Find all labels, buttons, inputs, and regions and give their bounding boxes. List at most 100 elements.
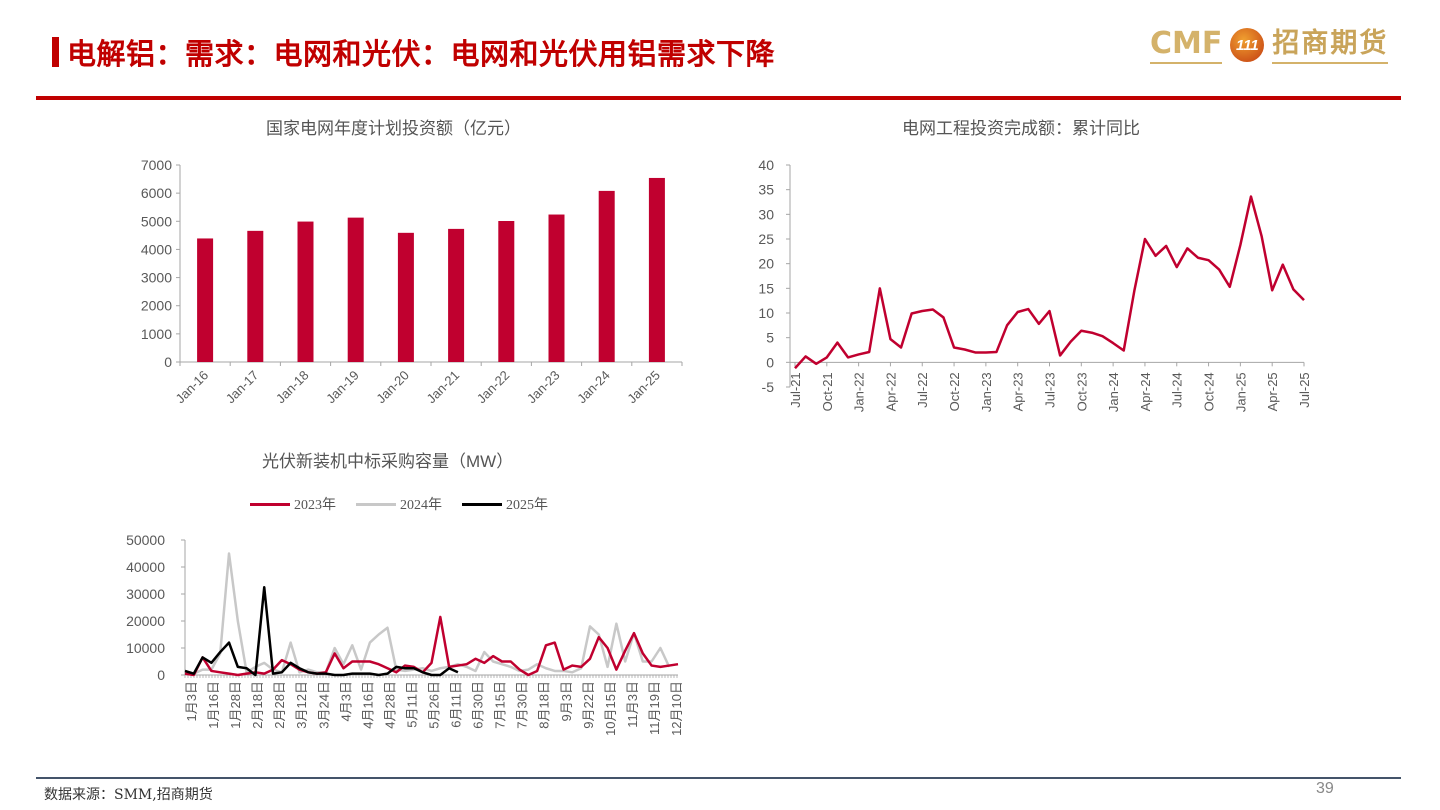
legend-item-2025: 2025年 [462, 494, 548, 514]
footer-divider [36, 777, 1401, 779]
svg-text:5: 5 [766, 330, 774, 346]
legend-label-2023: 2023年 [294, 498, 336, 513]
svg-text:9月22日: 9月22日 [581, 681, 596, 729]
svg-text:2月28日: 2月28日 [272, 681, 287, 729]
svg-text:5000: 5000 [141, 213, 172, 229]
legend-swatch-2025 [462, 502, 502, 506]
svg-text:-5: -5 [762, 379, 775, 395]
bar-chart-title: 国家电网年度计划投资额（亿元） [266, 119, 521, 138]
bar [347, 217, 364, 362]
svg-text:0: 0 [766, 354, 774, 370]
line-chart-title: 电网工程投资完成额：累计同比 [902, 119, 1140, 138]
svg-text:0: 0 [157, 667, 165, 683]
svg-text:9月3日: 9月3日 [559, 681, 574, 721]
svg-text:7月15日: 7月15日 [493, 681, 508, 729]
page-title: 电解铝：需求：电网和光伏：电网和光伏用铝需求下降 [67, 37, 776, 71]
svg-text:0: 0 [164, 354, 172, 370]
svg-text:12月10日: 12月10日 [669, 681, 684, 736]
svg-text:3000: 3000 [141, 270, 172, 286]
svg-text:8月18日: 8月18日 [537, 681, 552, 729]
page-header: 电解铝：需求：电网和光伏：电网和光伏用铝需求下降 [52, 32, 775, 72]
svg-text:4月16日: 4月16日 [360, 681, 375, 729]
svg-text:Jul-24: Jul-24 [1170, 372, 1185, 407]
svg-text:6000: 6000 [141, 185, 172, 201]
logo-chinese-name: 招商期货 [1272, 26, 1389, 64]
legend-swatch-2023 [250, 502, 290, 506]
grid-investment-yoy-line-chart: -5 0 5 10 15 20 25 30 35 40 Jul-21 Oct-21 Jan-22 Apr-… [758, 157, 1312, 412]
line-series-2024年 [184, 552, 671, 675]
svg-text:20000: 20000 [126, 613, 165, 629]
svg-text:40: 40 [758, 157, 774, 173]
svg-text:4000: 4000 [141, 241, 172, 257]
svg-text:25: 25 [758, 231, 774, 247]
bar [448, 228, 465, 362]
line-series [794, 195, 1305, 370]
svg-text:Oct-21: Oct-21 [820, 372, 835, 411]
svg-text:1月16日: 1月16日 [206, 681, 221, 729]
svg-text:Jan-23: Jan-23 [979, 372, 994, 412]
svg-text:4月3日: 4月3日 [338, 681, 353, 721]
svg-text:5月26日: 5月26日 [427, 681, 442, 729]
title-accent-bar [52, 37, 59, 67]
svg-text:30000: 30000 [126, 586, 165, 602]
header-divider [36, 96, 1401, 100]
logo-badge-icon: 111 [1230, 28, 1265, 62]
svg-text:6月11日: 6月11日 [449, 681, 464, 728]
grid-investment-bar-chart: 0 1000 2000 3000 4000 5000 6000 7000 Jan-16 Jan-1… [141, 157, 683, 407]
bar [297, 221, 314, 362]
svg-text:40000: 40000 [126, 559, 165, 575]
data-source-note: 数据来源：SMM,招商期货 [44, 787, 213, 803]
page-number: 39 [1316, 780, 1334, 797]
legend-item-2024: 2024年 [356, 494, 442, 514]
svg-text:Jul-21: Jul-21 [788, 372, 803, 407]
pv-chart-title: 光伏新装机中标采购容量（MW） [262, 452, 514, 471]
svg-text:Oct-24: Oct-24 [1202, 372, 1217, 411]
svg-text:Jan-19: Jan-19 [323, 368, 362, 407]
svg-text:Jan-22: Jan-22 [474, 368, 513, 407]
svg-text:35: 35 [758, 182, 774, 198]
svg-text:Jan-21: Jan-21 [424, 368, 463, 407]
legend-swatch-2024 [356, 502, 396, 506]
logo-cmf-text: CMF [1150, 26, 1223, 64]
svg-text:15: 15 [758, 280, 774, 296]
bar [397, 232, 414, 362]
svg-text:Apr-25: Apr-25 [1265, 372, 1280, 411]
legend-label-2024: 2024年 [400, 498, 442, 513]
svg-text:Jul-25: Jul-25 [1297, 372, 1312, 407]
svg-text:6月30日: 6月30日 [471, 681, 486, 729]
bar [648, 177, 665, 362]
svg-text:4月28日: 4月28日 [382, 681, 397, 729]
svg-text:Jul-23: Jul-23 [1043, 372, 1058, 407]
svg-text:2000: 2000 [141, 298, 172, 314]
svg-text:Jan-24: Jan-24 [1106, 372, 1121, 412]
svg-text:11月3日: 11月3日 [625, 681, 640, 728]
svg-text:Apr-22: Apr-22 [883, 372, 898, 411]
bar [548, 214, 565, 362]
svg-text:10000: 10000 [126, 640, 165, 656]
svg-text:Jan-17: Jan-17 [223, 368, 262, 407]
svg-text:Oct-23: Oct-23 [1074, 372, 1089, 411]
bar [598, 190, 615, 362]
svg-text:Apr-24: Apr-24 [1138, 372, 1153, 411]
svg-text:10: 10 [758, 305, 774, 321]
svg-text:50000: 50000 [126, 532, 165, 548]
company-logo: CMF 111 招商期货 [1150, 26, 1389, 64]
svg-text:5月11日: 5月11日 [404, 681, 419, 728]
svg-text:Jan-20: Jan-20 [373, 368, 412, 407]
svg-text:3月12日: 3月12日 [294, 681, 309, 729]
svg-text:Jan-18: Jan-18 [273, 368, 312, 407]
svg-text:1月3日: 1月3日 [184, 681, 199, 721]
line-series-2023年 [184, 615, 679, 677]
bar [197, 238, 214, 362]
svg-text:Oct-22: Oct-22 [947, 372, 962, 411]
svg-text:Jan-25: Jan-25 [1233, 372, 1248, 412]
svg-text:Jan-25: Jan-25 [624, 368, 663, 407]
svg-text:Jan-16: Jan-16 [173, 368, 212, 407]
svg-text:2月18日: 2月18日 [250, 681, 265, 729]
svg-text:Jan-23: Jan-23 [524, 368, 563, 407]
svg-text:Jul-22: Jul-22 [915, 372, 930, 407]
svg-text:11月19日: 11月19日 [647, 681, 662, 735]
svg-text:10月15日: 10月15日 [603, 681, 618, 736]
svg-text:7月30日: 7月30日 [515, 681, 530, 729]
svg-text:3月24日: 3月24日 [316, 681, 331, 729]
